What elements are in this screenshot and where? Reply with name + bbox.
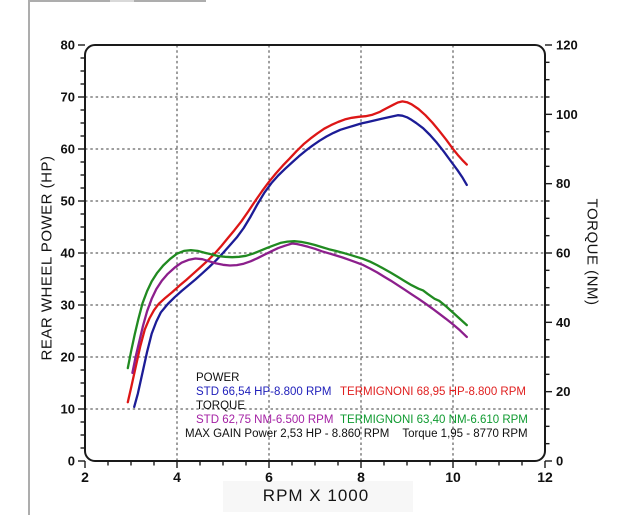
x-tick-label: 12 xyxy=(537,469,553,485)
x-tick-label: 6 xyxy=(265,469,273,485)
legend-torque-heading: TORQUE xyxy=(196,400,245,412)
window-edge-top-2 xyxy=(134,0,206,2)
y-axis-title-right: TORQUE (NM) xyxy=(583,198,601,306)
legend-torque-std: STD 62,75 NM-6.500 RPM xyxy=(196,414,334,426)
y-left-tick-label: 70 xyxy=(61,90,75,105)
y-right-tick-label: 0 xyxy=(556,454,563,469)
y-axis-title-left: REAR WHEEL POWER (HP) xyxy=(38,155,56,361)
y-left-tick-label: 20 xyxy=(61,350,75,365)
curve-std-power xyxy=(133,114,468,409)
axis-ticks xyxy=(78,44,552,468)
curves xyxy=(126,100,468,409)
y-left-tick-label: 30 xyxy=(61,298,75,313)
curve-term-power xyxy=(126,100,468,404)
y-right-tick-label: 100 xyxy=(556,107,578,122)
y-left-tick-label: 10 xyxy=(61,402,75,417)
legend-power-termignoni: TERMIGNONI 68,95 HP-8.800 RPM xyxy=(340,386,526,398)
window-edge-top xyxy=(28,0,110,2)
gridlines xyxy=(85,45,545,461)
x-tick-label: 8 xyxy=(357,469,365,485)
y-left-tick-label: 0 xyxy=(68,454,75,469)
legend-power-heading: POWER xyxy=(196,372,240,384)
y-left-tick-label: 60 xyxy=(61,142,75,157)
x-tick-label: 10 xyxy=(445,469,461,485)
y-left-tick-label: 80 xyxy=(61,38,75,53)
x-tick-label: 4 xyxy=(173,469,181,485)
x-axis-title: RPM X 1000 xyxy=(262,486,370,505)
legend-max-gain: MAX GAIN Power 2,53 HP - 8.860 RPM Torque… xyxy=(185,428,528,440)
y-left-tick-label: 50 xyxy=(61,194,75,209)
label-backdrop xyxy=(223,481,413,512)
legend-max-gain-power: MAX GAIN Power 2,53 HP - 8.860 RPM xyxy=(185,428,390,440)
y-left-tick-label: 40 xyxy=(61,246,75,261)
x-tick-label: 2 xyxy=(81,469,89,485)
y-right-tick-label: 60 xyxy=(556,246,570,261)
y-right-tick-label: 80 xyxy=(556,176,570,191)
legend-torque-termignoni: TERMIGNONI 63,40 NM-6.610 RPM xyxy=(340,414,528,426)
curve-std-torque xyxy=(131,242,468,375)
curve-term-torque xyxy=(126,240,468,370)
y-right-tick-label: 40 xyxy=(556,315,570,330)
y-right-tick-label: 20 xyxy=(556,384,570,399)
y-right-tick-label: 120 xyxy=(556,38,578,53)
legend-max-gain-torque: Torque 1,95 - 8770 RPM xyxy=(402,428,528,440)
tick-labels: 0 10 20 30 40 50 60 70 80 0 20 40 60 80 100 120 2 4 6 8 10 12 xyxy=(61,38,578,486)
window-edge-top-light xyxy=(110,0,134,2)
legend-power-std: STD 66,54 HP-8.800 RPM xyxy=(196,386,332,398)
window-edge-left xyxy=(28,0,30,515)
